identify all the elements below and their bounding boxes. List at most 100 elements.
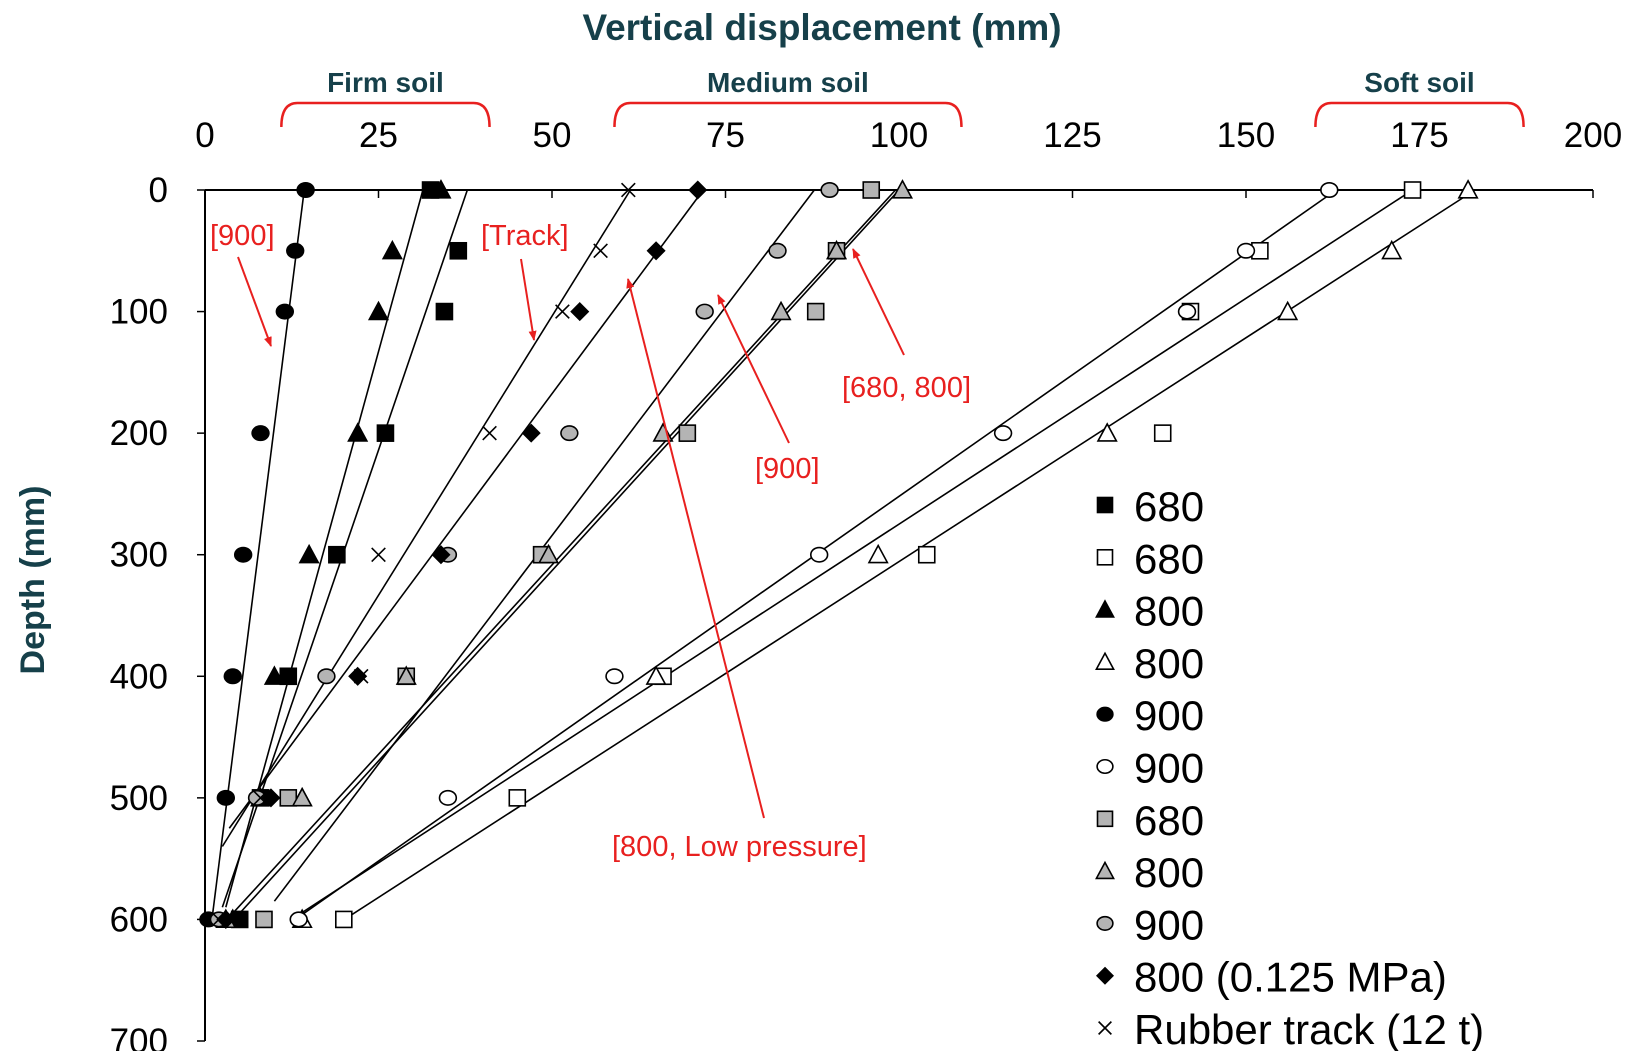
data-point: [275, 303, 295, 320]
annotation-arrow-800-low-pressure: [626, 278, 765, 819]
legend-entry: Rubber track (12 t): [1134, 1006, 1484, 1051]
data-point: [820, 182, 839, 199]
y-tick-label: 700: [110, 1022, 168, 1051]
legend-marker: [1096, 915, 1114, 931]
data-point: [430, 179, 452, 199]
y-tick-label: 400: [110, 657, 168, 696]
data-point: [652, 422, 674, 442]
x-tick-label: 125: [1043, 116, 1101, 155]
legend-marker: [1098, 1021, 1112, 1035]
data-point: [263, 665, 285, 685]
data-point: [233, 546, 253, 563]
data-point: [449, 241, 468, 260]
data-point: [296, 182, 315, 199]
data-point: [593, 243, 608, 259]
soil-region-label: Soft soil: [1364, 67, 1474, 98]
data-point: [298, 543, 320, 564]
fit-line: [221, 189, 632, 847]
data-point: [1153, 424, 1172, 442]
fit-line: [228, 189, 704, 829]
data-point: [555, 304, 570, 319]
legend-entry: 680: [1134, 535, 1204, 582]
data-point: [678, 424, 697, 442]
soil-region-label: Medium soil: [707, 67, 869, 98]
fit-line: [336, 189, 1476, 925]
x-tick-label: 150: [1217, 116, 1275, 155]
fit-line: [211, 189, 306, 920]
soil-region-bracket: [280, 101, 491, 128]
data-point: [395, 665, 417, 685]
legend-marker: [1096, 706, 1114, 722]
annotation-arrow-900-medium: [717, 294, 790, 444]
data-point: [291, 786, 313, 807]
legend-entry: 900: [1134, 692, 1204, 739]
data-point: [482, 425, 497, 441]
data-point: [286, 242, 305, 259]
annotation-800-low-pressure: [800, Low pressure]: [612, 831, 867, 863]
data-point: [891, 179, 914, 199]
data-point: [695, 303, 714, 320]
annotations: [900] [Track] [800, Low pressure] [900] …: [210, 220, 971, 863]
x-tick-label: 200: [1564, 116, 1622, 155]
legend-entry: 800: [1134, 640, 1204, 687]
axes: [204, 189, 1593, 1041]
data-point: [537, 543, 560, 564]
data-point: [255, 910, 273, 929]
legend-entry: 900: [1134, 901, 1204, 948]
data-point: [768, 242, 787, 259]
y-tick-label: 100: [110, 293, 168, 332]
data-point: [645, 665, 667, 685]
data-point: [223, 668, 242, 685]
data-point: [261, 788, 281, 808]
y-tick-label: 200: [110, 414, 168, 453]
data-point: [216, 789, 236, 806]
data-point: [251, 425, 270, 442]
x-tick-label: 75: [706, 116, 745, 155]
legend-entry: 680: [1134, 483, 1204, 530]
fit-lines: [211, 189, 1476, 925]
data-point: [770, 300, 792, 321]
data-point: [367, 300, 390, 321]
fit-line: [294, 189, 1413, 918]
annotation-680-800: [680, 800]: [842, 372, 971, 404]
data-point: [862, 181, 881, 199]
data-point: [431, 545, 451, 565]
data-point: [211, 912, 227, 927]
data-point: [825, 239, 848, 260]
data-point: [376, 424, 395, 442]
legend-marker: [1095, 966, 1115, 985]
data-point: [1320, 182, 1339, 199]
x-tick-label: 100: [870, 116, 928, 155]
data-point: [993, 425, 1013, 442]
data-point: [688, 180, 708, 200]
data-point: [1403, 181, 1422, 199]
data-point: [438, 789, 458, 806]
data-point: [1277, 300, 1299, 321]
data-point: [809, 546, 829, 563]
legend-marker: [1096, 810, 1114, 828]
data-point: [508, 789, 527, 807]
y-tick-label: 500: [110, 779, 168, 818]
legend-marker: [1095, 651, 1115, 671]
y-ticks: 0 100 200 300 400 500 600 700: [110, 171, 205, 1051]
legend: 680 680 800 800 900 900 680 800 900 800 (0.125 MP…: [1095, 483, 1484, 1051]
soil-region-bracket: [1314, 101, 1525, 128]
legend-entry: 800: [1134, 588, 1204, 635]
data-point: [317, 668, 336, 685]
data-point: [1236, 242, 1256, 259]
annotation-arrow-track: [520, 258, 537, 341]
data-point: [521, 423, 541, 443]
x-tick-label: 0: [195, 116, 214, 155]
legend-marker: [1095, 599, 1115, 618]
data-point: [347, 422, 369, 442]
soil-region-bracket: [613, 101, 963, 128]
data-point: [1381, 239, 1403, 260]
annotation-track: [Track]: [481, 220, 569, 252]
legend-marker: [1096, 548, 1114, 566]
legend-entry: 800: [1134, 849, 1204, 896]
data-point: [605, 668, 624, 685]
x-axis-title: Vertical displacement (mm): [582, 7, 1061, 48]
data-point: [1177, 303, 1197, 320]
legend-marker: [1096, 496, 1114, 514]
